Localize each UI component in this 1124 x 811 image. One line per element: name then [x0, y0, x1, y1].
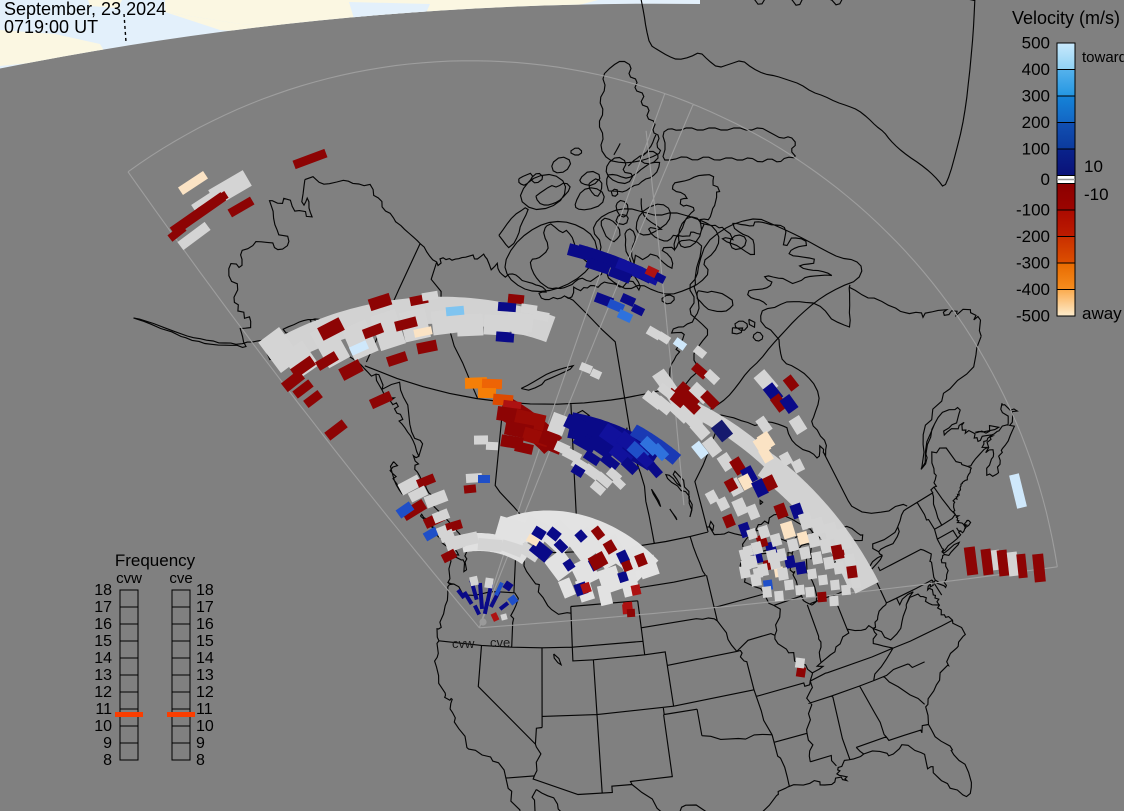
svg-text:8: 8 — [103, 752, 112, 769]
svg-text:300: 300 — [1022, 87, 1050, 106]
svg-text:Frequency: Frequency — [115, 551, 196, 570]
svg-text:10: 10 — [94, 718, 112, 735]
svg-text:-300: -300 — [1016, 254, 1050, 273]
svg-text:500: 500 — [1022, 34, 1050, 53]
svg-text:Velocity (m/s): Velocity (m/s) — [1012, 8, 1120, 28]
svg-text:400: 400 — [1022, 60, 1050, 79]
svg-text:17: 17 — [196, 599, 214, 616]
svg-text:15: 15 — [94, 633, 112, 650]
svg-text:0719:00 UT: 0719:00 UT — [4, 17, 98, 37]
svg-text:15: 15 — [196, 633, 214, 650]
svg-text:12: 12 — [94, 684, 112, 701]
svg-text:17: 17 — [94, 599, 112, 616]
svg-text:cve: cve — [169, 570, 192, 587]
svg-text:cvw: cvw — [116, 570, 142, 587]
svg-text:9: 9 — [103, 735, 112, 752]
svg-text:100: 100 — [1022, 140, 1050, 159]
svg-text:9: 9 — [196, 735, 205, 752]
svg-text:10: 10 — [196, 718, 214, 735]
svg-text:8: 8 — [196, 752, 205, 769]
svg-text:16: 16 — [94, 616, 112, 633]
svg-text:-200: -200 — [1016, 227, 1050, 246]
svg-text:-400: -400 — [1016, 280, 1050, 299]
svg-text:16: 16 — [196, 616, 214, 633]
svg-text:toward: toward — [1082, 49, 1124, 66]
svg-text:18: 18 — [196, 582, 214, 599]
svg-text:-10: -10 — [1084, 185, 1109, 204]
svg-text:11: 11 — [196, 701, 213, 718]
svg-text:0: 0 — [1041, 170, 1050, 189]
svg-text:13: 13 — [196, 667, 214, 684]
svg-text:200: 200 — [1022, 113, 1050, 132]
svg-text:-500: -500 — [1016, 307, 1050, 326]
svg-text:14: 14 — [94, 650, 112, 667]
svg-text:cvw: cvw — [452, 636, 475, 651]
svg-text:11: 11 — [95, 701, 112, 718]
svg-text:-100: -100 — [1016, 201, 1050, 220]
svg-text:14: 14 — [196, 650, 214, 667]
svg-text:18: 18 — [94, 582, 112, 599]
svg-text:cve: cve — [490, 635, 510, 650]
svg-text:12: 12 — [196, 684, 214, 701]
svg-text:13: 13 — [94, 667, 112, 684]
svg-text:10: 10 — [1084, 157, 1103, 176]
svg-text:September, 23 2024: September, 23 2024 — [4, 0, 166, 19]
svg-text:away: away — [1082, 304, 1122, 323]
